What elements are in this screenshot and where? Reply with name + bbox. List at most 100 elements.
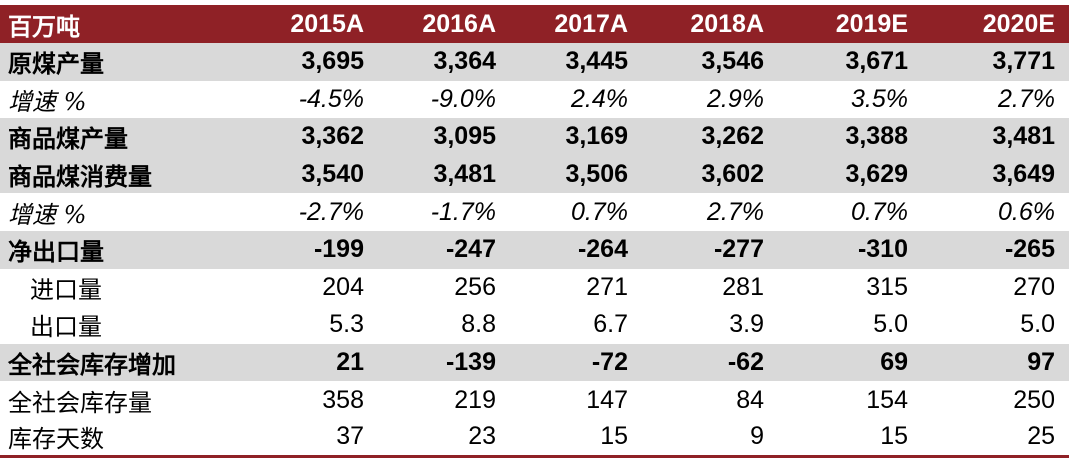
table-row: 全社会库存增加 21 -139 -72 -62 69 97	[0, 343, 1069, 382]
value-cell: -277	[713, 235, 764, 264]
value-cell: 3,540	[301, 160, 364, 189]
table-row: 增速 % -4.5% -9.0% 2.4% 2.9% 3.5% 2.7%	[0, 81, 1069, 119]
value-cell: 3,671	[845, 47, 908, 76]
value-cell: -265	[1004, 235, 1055, 264]
value-cell: 5.0	[1020, 310, 1055, 339]
value-cell: 3,364	[433, 47, 496, 76]
value-cell: 204	[322, 272, 364, 301]
value-cell: -264	[577, 235, 628, 264]
coal-balance-table: 百万吨 2015A 2016A 2017A 2018A 2019E 2020E …	[0, 5, 1069, 459]
row-label: 商品煤消费量	[8, 162, 152, 192]
value-cell: 3,695	[301, 47, 364, 76]
table-row: 净出口量 -199 -247 -264 -277 -310 -265	[0, 230, 1069, 269]
value-cell: 15	[778, 418, 922, 459]
value-cell: 3,095	[433, 122, 496, 151]
value-cell: 3,388	[845, 122, 908, 151]
header-unit-cell: 百万吨	[8, 11, 80, 41]
value-cell: 0.7%	[851, 197, 908, 226]
value-cell: 3,262	[701, 122, 764, 151]
value-cell: -247	[445, 235, 496, 264]
value-cell: -4.5%	[298, 84, 364, 113]
value-cell: 219	[454, 385, 496, 414]
value-cell: 250	[1013, 385, 1055, 414]
value-cell: 281	[722, 272, 764, 301]
table-row: 增速 % -2.7% -1.7% 0.7% 2.7% 0.7% 0.6%	[0, 193, 1069, 231]
row-label: 库存天数	[0, 418, 275, 459]
value-cell: 3,169	[565, 122, 628, 151]
value-cell: 3,362	[301, 122, 364, 151]
value-cell: 5.3	[329, 310, 364, 339]
value-cell: 2.4%	[571, 84, 628, 113]
value-cell: 69	[880, 348, 908, 377]
value-cell: 3,629	[845, 160, 908, 189]
table-row: 进口量 204 256 271 281 315 270	[0, 269, 1069, 307]
value-cell: -72	[591, 348, 628, 377]
value-cell: 3.9	[729, 310, 764, 339]
value-cell: 147	[586, 385, 628, 414]
value-cell: -310	[857, 235, 908, 264]
header-year-cell: 2016A	[422, 9, 496, 38]
value-cell: 2.9%	[707, 84, 764, 113]
value-cell: 3.5%	[851, 84, 908, 113]
value-cell: -1.7%	[430, 197, 496, 226]
value-cell: 23	[378, 418, 510, 459]
value-cell: 84	[736, 385, 764, 414]
value-cell: 3,445	[565, 47, 628, 76]
value-cell: -2.7%	[298, 197, 364, 226]
value-cell: 3,649	[992, 160, 1055, 189]
value-cell: 3,602	[701, 160, 764, 189]
header-year-cell: 2015A	[290, 9, 364, 38]
value-cell: 358	[322, 385, 364, 414]
value-cell: -139	[445, 348, 496, 377]
row-label: 增速 %	[8, 200, 87, 229]
value-cell: -62	[727, 348, 764, 377]
value-cell: 21	[336, 348, 364, 377]
value-cell: 25	[922, 418, 1069, 459]
value-cell: 37	[275, 418, 378, 459]
row-label: 进口量	[30, 275, 102, 304]
header-year-cell: 2020E	[982, 9, 1055, 38]
table-row: 商品煤消费量 3,540 3,481 3,506 3,602 3,629 3,6…	[0, 155, 1069, 194]
row-label: 全社会库存增加	[8, 350, 176, 380]
value-cell: 3,481	[992, 122, 1055, 151]
value-cell: 271	[586, 272, 628, 301]
row-label: 出口量	[30, 313, 102, 342]
table-header: 百万吨 2015A 2016A 2017A 2018A 2019E 2020E	[0, 5, 1069, 43]
value-cell: 154	[866, 385, 908, 414]
row-label: 全社会库存量	[8, 388, 152, 417]
value-cell: 315	[866, 272, 908, 301]
value-cell: 2.7%	[707, 197, 764, 226]
value-cell: 3,771	[992, 47, 1055, 76]
header-year-cell: 2018A	[690, 9, 764, 38]
header-year-cell: 2017A	[554, 9, 628, 38]
header-year-cell: 2019E	[835, 9, 908, 38]
header-row: 百万吨 2015A 2016A 2017A 2018A 2019E 2020E	[0, 5, 1069, 43]
value-cell: 3,546	[701, 47, 764, 76]
table-row: 原煤产量 3,695 3,364 3,445 3,546 3,671 3,771	[0, 43, 1069, 81]
table-row: 出口量 5.3 8.8 6.7 3.9 5.0 5.0	[0, 306, 1069, 344]
table-row: 全社会库存量 358 219 147 84 154 250	[0, 381, 1069, 419]
value-cell: 270	[1013, 272, 1055, 301]
table-row: 商品煤产量 3,362 3,095 3,169 3,262 3,388 3,48…	[0, 118, 1069, 156]
row-label: 增速 %	[8, 87, 87, 116]
value-cell: 9	[642, 418, 778, 459]
table-body: 原煤产量 3,695 3,364 3,445 3,546 3,671 3,771…	[0, 43, 1069, 459]
value-cell: 15	[510, 418, 642, 459]
value-cell: 256	[454, 272, 496, 301]
value-cell: 3,481	[433, 160, 496, 189]
value-cell: 0.6%	[998, 197, 1055, 226]
table-row: 库存天数 37 23 15 9 15 25	[0, 418, 1069, 459]
row-label: 净出口量	[8, 237, 104, 267]
value-cell: 5.0	[873, 310, 908, 339]
row-label: 商品煤产量	[8, 124, 128, 154]
value-cell: 97	[1027, 348, 1055, 377]
value-cell: 0.7%	[571, 197, 628, 226]
value-cell: 6.7	[593, 310, 628, 339]
value-cell: -199	[313, 235, 364, 264]
value-cell: 2.7%	[998, 84, 1055, 113]
row-label: 原煤产量	[8, 49, 104, 79]
value-cell: 8.8	[461, 310, 496, 339]
value-cell: -9.0%	[430, 84, 496, 113]
value-cell: 3,506	[565, 160, 628, 189]
